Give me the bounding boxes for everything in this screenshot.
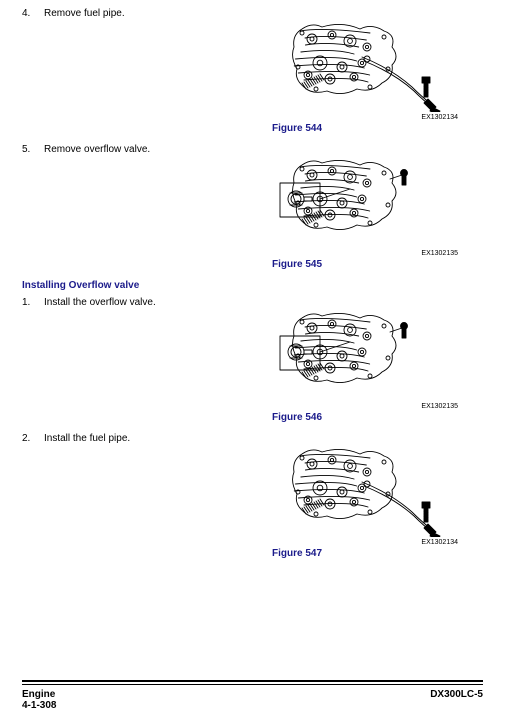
figure-caption: Figure 545: [272, 259, 483, 270]
engine-illustration: [272, 153, 452, 248]
figure-svg-wrap: EX1302134: [272, 17, 462, 121]
step-number: 5.: [22, 144, 44, 155]
figure-svg-wrap: EX1302135: [272, 153, 462, 257]
figure-code: EX1302135: [272, 403, 462, 410]
engine-illustration: [272, 17, 452, 112]
figure-code: EX1302135: [272, 250, 462, 257]
figure-caption: Figure 547: [272, 548, 483, 559]
figure-caption: Figure 546: [272, 412, 483, 423]
step-number: 2.: [22, 433, 44, 444]
step-number: 4.: [22, 8, 44, 19]
figure-svg-wrap: EX1302134: [272, 442, 462, 546]
page-footer: Engine 4-1-308 DX300LC-5: [22, 680, 483, 711]
figure-block: EX1302134 Figure 547: [272, 442, 483, 559]
figure-caption: Figure 544: [272, 123, 483, 134]
footer-row: Engine 4-1-308 DX300LC-5: [22, 689, 483, 711]
figure-code: EX1302134: [272, 114, 462, 121]
footer-page: 4-1-308: [22, 700, 56, 711]
footer-rule-thin: [22, 684, 483, 685]
engine-illustration: [272, 306, 452, 401]
figure-block: EX1302135 Figure 546: [272, 306, 483, 423]
step-number: 1.: [22, 297, 44, 308]
page-body: 4. Remove fuel pipe. EX1302134 Figure 54…: [22, 8, 483, 676]
engine-illustration: [272, 442, 452, 537]
figure-code: EX1302134: [272, 539, 462, 546]
footer-section: Engine: [22, 689, 56, 700]
section-heading: Installing Overflow valve: [22, 280, 483, 291]
figure-block: EX1302134 Figure 544: [272, 17, 483, 134]
footer-left: Engine 4-1-308: [22, 689, 56, 711]
footer-model: DX300LC-5: [430, 689, 483, 711]
figure-svg-wrap: EX1302135: [272, 306, 462, 410]
footer-rule-thick: [22, 680, 483, 682]
figure-block: EX1302135 Figure 545: [272, 153, 483, 270]
